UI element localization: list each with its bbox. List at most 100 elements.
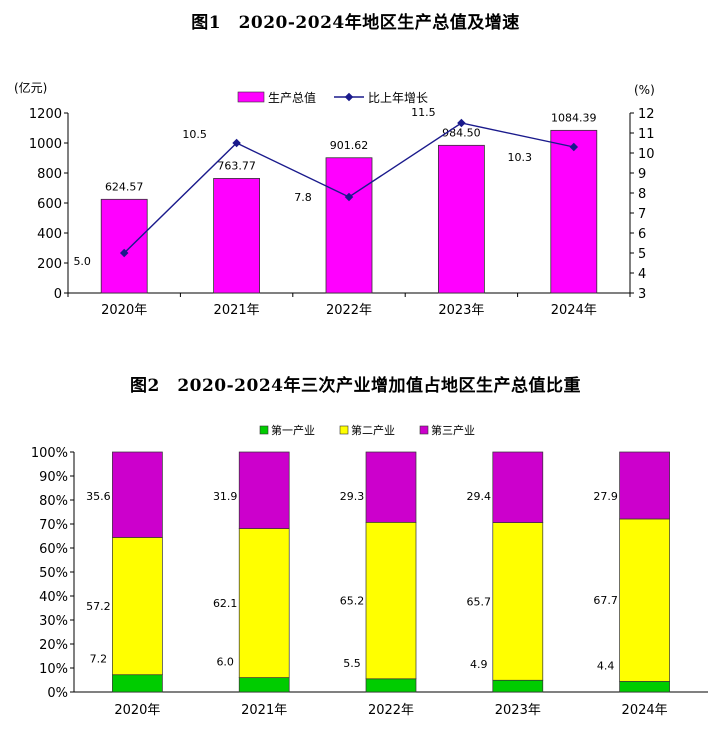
legend-swatch (259, 425, 269, 435)
legend-swatch (419, 425, 429, 435)
x-tick-label: 2023年 (495, 703, 541, 718)
legend-label: 第一产业 (271, 423, 315, 437)
x-tick-label: 2021年 (241, 703, 287, 718)
left-tick-label: 200 (37, 257, 62, 272)
right-tick-label: 4 (638, 267, 646, 282)
share-value-label: 4.9 (470, 658, 488, 671)
right-tick-label: 11 (638, 127, 655, 142)
y-tick-label: 0% (47, 686, 68, 701)
gdp-bar-label: 763.77 (217, 159, 256, 172)
industry-share-chart: 0% 10% 20% 30% 40% 50% 60% 70% 80% 90% 100% 2020年 20… (31, 423, 708, 718)
growth-point (119, 248, 129, 258)
chart1-title: 图1 2020-2024年地区生产总值及增速 (191, 13, 520, 33)
growth-point (232, 138, 241, 148)
x-tick-label: 2023年 (438, 303, 484, 318)
x-tick-label: 2024年 (622, 703, 668, 718)
right-axis-unit: (%) (634, 83, 655, 97)
left-axis-unit: (亿元) (14, 80, 47, 95)
share-value-label: 65.7 (467, 595, 492, 608)
growth-point-label: 10.5 (182, 128, 207, 141)
legend-gdp-label: 生产总值 (268, 90, 316, 105)
y-tick-label: 50% (39, 566, 68, 581)
share-bar-segment (112, 537, 163, 676)
y-tick-label: 30% (39, 614, 68, 629)
gdp-bar (437, 144, 485, 294)
share-bar-segment (492, 451, 544, 523)
y-tick-label: 70% (39, 518, 68, 533)
y-tick-label: 10% (39, 662, 68, 677)
left-tick-label: 400 (37, 227, 62, 242)
x-tick-label: 2024年 (551, 303, 597, 318)
share-value-label: 27.9 (593, 490, 618, 503)
share-bar-segment (492, 679, 544, 693)
growth-point (344, 192, 354, 202)
y-tick-label: 60% (39, 542, 68, 557)
growth-point (457, 118, 466, 128)
left-tick-label: 0 (54, 287, 62, 302)
share-value-label: 35.6 (86, 490, 111, 503)
gdp-bar (100, 198, 148, 294)
right-tick-label: 7 (638, 207, 646, 222)
gdp-bar (550, 129, 598, 294)
share-bar-segment (238, 451, 290, 529)
share-bar-segment (238, 677, 290, 693)
legend-growth-marker (344, 92, 354, 102)
share-bar-segment (619, 451, 670, 520)
legend-label: 第三产业 (431, 423, 475, 437)
legend-label: 第二产业 (351, 423, 395, 437)
growth-point-label: 10.3 (508, 151, 533, 164)
share-value-label: 7.2 (90, 653, 108, 666)
right-tick-label: 10 (638, 147, 655, 162)
share-bar-segment (492, 522, 544, 681)
growth-point-label: 5.0 (73, 255, 91, 268)
share-bar-segment (365, 521, 417, 680)
gdp-bar-label: 901.62 (330, 139, 369, 152)
growth-point-label: 11.5 (411, 106, 436, 119)
y-tick-label: 20% (39, 638, 68, 653)
x-tick-label: 2021年 (214, 303, 260, 318)
share-bar-segment (619, 681, 670, 693)
share-value-label: 67.7 (593, 594, 618, 607)
share-bar-segment (112, 674, 163, 693)
x-tick-label: 2020年 (114, 703, 160, 718)
gdp-bar (213, 178, 261, 294)
left-tick-label: 800 (37, 167, 62, 182)
share-bar-segment (112, 451, 163, 538)
legend-growth-label: 比上年增长 (368, 91, 428, 105)
share-value-label: 4.4 (597, 659, 615, 672)
y-tick-label: 100% (31, 446, 68, 461)
y-tick-label: 90% (39, 470, 68, 485)
gdp-growth-chart: (亿元) (%) 0 200 400 600 800 1000 1200 3 4 5 6 7 8 9 10 11 1… (14, 80, 655, 318)
gdp-bar-label: 1084.39 (551, 111, 597, 124)
left-tick-label: 1200 (29, 107, 62, 122)
share-value-label: 6.0 (216, 656, 234, 669)
share-value-label: 29.4 (467, 490, 492, 503)
share-value-label: 57.2 (86, 600, 111, 613)
right-tick-label: 8 (638, 187, 646, 202)
right-tick-label: 5 (638, 247, 646, 262)
share-value-label: 5.5 (343, 657, 361, 670)
chart2-title: 图2 2020-2024年三次产业增加值占地区生产总值比重 (129, 376, 581, 396)
right-tick-label: 6 (638, 227, 646, 242)
share-bar-segment (365, 451, 417, 523)
share-bar-segment (619, 518, 670, 682)
legend-gdp-swatch (237, 91, 265, 103)
left-tick-label: 1000 (29, 137, 62, 152)
x-tick-label: 2022年 (326, 303, 372, 318)
right-tick-label: 12 (638, 107, 655, 122)
share-value-label: 29.3 (340, 490, 365, 503)
gdp-bar-label: 624.57 (105, 180, 144, 193)
right-tick-label: 3 (638, 287, 646, 302)
share-bar-segment (365, 678, 417, 693)
gdp-bar (325, 157, 373, 294)
share-value-label: 31.9 (213, 490, 238, 503)
y-tick-label: 80% (39, 494, 68, 509)
y-tick-label: 40% (39, 590, 68, 605)
share-bar-segment (238, 528, 290, 678)
left-tick-label: 600 (37, 197, 62, 212)
share-value-label: 62.1 (213, 597, 238, 610)
growth-point-label: 7.8 (294, 191, 312, 204)
x-tick-label: 2020年 (101, 303, 147, 318)
share-value-label: 65.2 (340, 595, 365, 608)
legend-swatch (339, 425, 349, 435)
